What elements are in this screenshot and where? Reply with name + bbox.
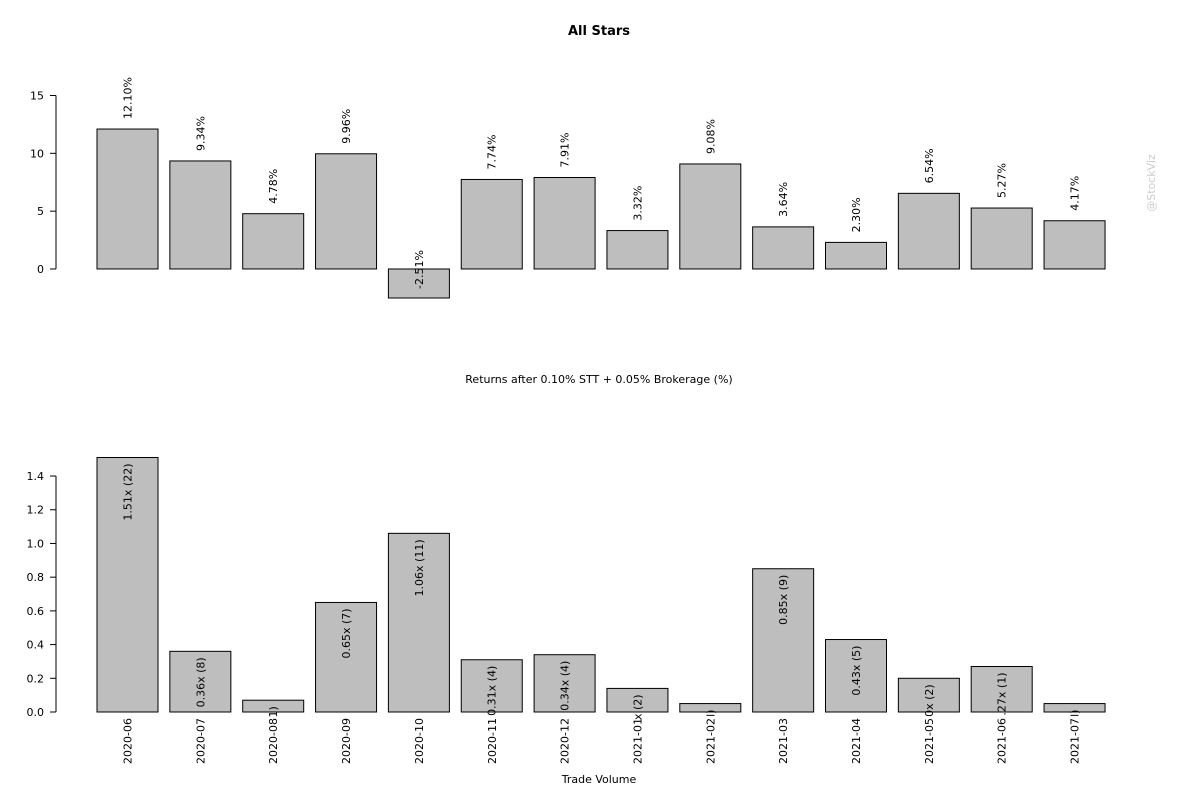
x-tick-label: 2021-04 [850, 718, 863, 764]
y-tick-label: 1.2 [27, 504, 45, 517]
data-label: -2.51% [413, 250, 426, 289]
data-label: l) [704, 710, 717, 717]
x-tick-label: 2021-06 [996, 718, 1009, 764]
bar [460, 659, 523, 713]
bar [387, 268, 450, 299]
bar [1043, 703, 1106, 713]
y-tick-label: 0.4 [27, 639, 45, 652]
data-label: x (2) [631, 694, 644, 720]
x-tick-label: 2020-12 [559, 718, 572, 764]
bar [679, 163, 742, 270]
data-label: 0x (2) [923, 684, 936, 717]
bar [897, 677, 960, 713]
bar [460, 178, 523, 270]
data-label: 0.43x (5) [850, 646, 863, 696]
x-tick-label: 2020-09 [340, 718, 353, 764]
data-label: 3.64% [777, 182, 790, 217]
bar [970, 207, 1033, 270]
bar [315, 601, 378, 713]
y-tick-label: 1.0 [27, 537, 45, 550]
bar [533, 176, 596, 270]
bar [752, 568, 815, 713]
x-tick-label: 2021-07 [1069, 718, 1082, 764]
bar [96, 457, 159, 713]
bar [825, 639, 887, 713]
x-tick-label: 2021-03 [777, 718, 790, 764]
volume-axis-label: Trade Volume [561, 773, 637, 786]
bar [315, 153, 378, 270]
data-label: .27x (1) [996, 672, 1009, 715]
bar [679, 703, 742, 713]
data-label: 7.91% [559, 133, 572, 168]
returns-axis-label: Returns after 0.10% STT + 0.05% Brokerag… [465, 373, 732, 386]
y-tick-label: 0.0 [27, 706, 45, 719]
bar [1043, 220, 1106, 270]
data-label: 4.17% [1069, 176, 1082, 211]
data-label: 9.34% [194, 116, 207, 151]
data-label: 0.65x (7) [340, 608, 353, 658]
data-label: l) [1069, 710, 1082, 717]
bar [606, 230, 669, 270]
x-tick-label: 2021-01 [631, 718, 644, 764]
data-label: 7.74% [486, 135, 499, 170]
data-label: 0.31x (4) [486, 666, 499, 716]
data-label: 12.10% [122, 77, 135, 119]
data-label: 9.96% [340, 109, 353, 144]
y-tick-label: 0.6 [27, 605, 45, 618]
chart-title: All Stars [568, 24, 630, 39]
returns-panel: 0 5 10 15 12.10% 9.34% 4.78% 9.96% -2.51% 7.74% 7.… [30, 77, 1106, 299]
data-label: 0.85x (9) [777, 575, 790, 625]
data-label: 1) [267, 706, 280, 717]
x-tick-label: 2020-11 [486, 718, 499, 764]
y-tick-label: 1.4 [27, 470, 45, 483]
y-tick-label: 0 [37, 263, 44, 276]
bar [533, 654, 596, 713]
data-label: 0.34x (4) [559, 661, 572, 711]
bar [897, 192, 960, 270]
bar [606, 687, 669, 713]
data-label: 2.30% [850, 197, 863, 232]
data-label: 6.54% [923, 148, 936, 183]
y-tick-label: 0.2 [27, 672, 45, 685]
y-tick-label: 10 [30, 147, 44, 160]
volume-panel: 0.0 0.2 0.4 0.6 0.8 1.0 1.2 1.4 1.51x (22) 2020-0… [27, 457, 1106, 764]
data-label: 0.36x (8) [194, 657, 207, 707]
data-label: 9.08% [704, 119, 717, 154]
bar [970, 665, 1033, 713]
data-label: 3.32% [631, 186, 644, 221]
bar [96, 128, 159, 270]
y-tick-label: 0.8 [27, 571, 45, 584]
bar [752, 226, 815, 270]
bar [242, 699, 305, 713]
y-tick-label: 5 [37, 205, 44, 218]
data-label: 5.27% [996, 163, 1009, 198]
x-tick-label: 2020-07 [194, 718, 207, 764]
data-label: 1.51x (22) [122, 464, 135, 521]
bar [825, 241, 887, 270]
bar [242, 213, 305, 270]
bar [387, 532, 450, 713]
x-tick-label: 2021-02 [704, 718, 717, 764]
data-label: 4.78% [267, 169, 280, 204]
x-tick-label: 2021-05 [923, 718, 936, 764]
x-tick-label: 2020-10 [413, 718, 426, 764]
x-tick-label: 2020-06 [122, 718, 135, 764]
data-label: 1.06x (11) [413, 539, 426, 596]
bar [169, 650, 232, 713]
y-tick-label: 15 [30, 90, 44, 103]
watermark: @StockViz [1145, 154, 1158, 212]
x-tick-label: 2020-08 [267, 718, 280, 764]
bar [169, 160, 232, 270]
